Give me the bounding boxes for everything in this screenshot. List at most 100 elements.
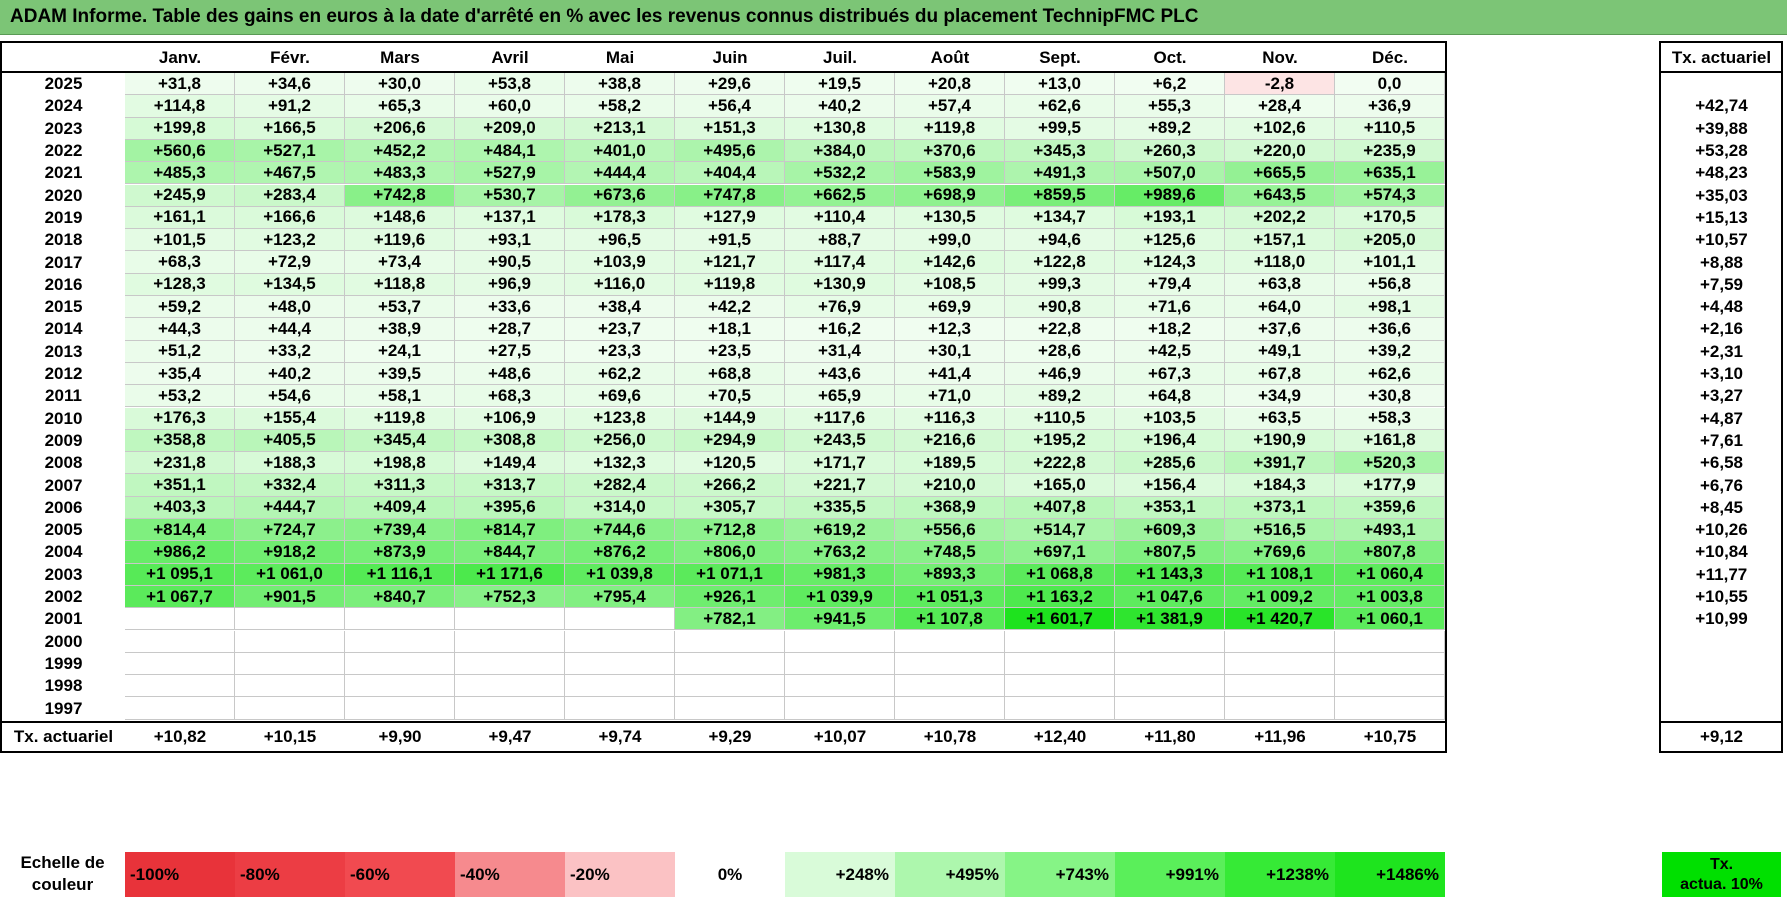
- gain-cell: +16,2: [785, 318, 895, 341]
- gain-cell: +527,9: [455, 162, 565, 185]
- gain-cell: +195,2: [1005, 429, 1115, 453]
- gain-cell: +101,5: [125, 229, 235, 252]
- annual-rate-cell: +4,48: [1699, 297, 1743, 317]
- year-label: 2014: [44, 319, 83, 339]
- gain-cell: +20,8: [895, 73, 1005, 96]
- gain-cell: +91,2: [235, 95, 345, 118]
- gain-cell: +123,8: [565, 407, 675, 430]
- gain-cell: +102,6: [1225, 117, 1335, 140]
- gain-cell: [125, 630, 235, 653]
- footer-label: Tx. actuariel: [13, 726, 114, 746]
- gain-cell: [785, 630, 895, 653]
- gain-cell: +491,3: [1005, 162, 1115, 185]
- gain-cell: +1 171,6: [455, 563, 565, 586]
- color-scale-swatch: +1486%: [1335, 852, 1445, 897]
- gain-cell: +90,8: [1005, 296, 1115, 319]
- gain-cell: [125, 652, 235, 676]
- gain-cell: +407,8: [1005, 496, 1115, 519]
- gain-cell: [345, 630, 455, 653]
- gain-cell: +149,4: [455, 452, 565, 475]
- gain-cell: +373,1: [1225, 496, 1335, 519]
- gain-cell: +40,2: [785, 95, 895, 118]
- color-scale-swatch: +991%: [1115, 852, 1225, 897]
- gain-cell: +285,6: [1115, 452, 1225, 475]
- gain-cell: +30,0: [345, 73, 455, 96]
- gain-cell: +41,4: [895, 362, 1005, 386]
- year-label: 2016: [44, 274, 83, 294]
- annual-rate-cell: [1662, 653, 1781, 675]
- gain-cell: +1 009,2: [1225, 585, 1335, 609]
- gain-cell: +739,4: [345, 519, 455, 542]
- footer-rate-cell: +10,78: [923, 726, 977, 746]
- gain-cell: +806,0: [675, 541, 785, 564]
- color-scale-label-line2: couleur: [31, 875, 94, 894]
- gain-cell: +782,1: [675, 608, 785, 631]
- gain-cell: +989,6: [1115, 184, 1225, 207]
- gain-cell: +122,8: [1005, 251, 1115, 274]
- gain-cell: +64,8: [1115, 385, 1225, 408]
- color-scale-swatch: +1238%: [1225, 852, 1335, 897]
- gain-cell: +495,6: [675, 139, 785, 163]
- gain-cell: +67,3: [1115, 362, 1225, 386]
- gain-cell: +345,4: [345, 429, 455, 453]
- gain-cell: +70,5: [675, 385, 785, 408]
- gain-cell: +918,2: [235, 541, 345, 564]
- gain-cell: [455, 608, 565, 631]
- gain-cell: +520,3: [1335, 452, 1445, 475]
- gain-cell: +68,3: [455, 385, 565, 408]
- gain-cell: [1005, 630, 1115, 653]
- gain-cell: [565, 697, 675, 720]
- gain-cell: +170,5: [1335, 206, 1445, 230]
- gain-cell: +51,2: [125, 340, 235, 363]
- gain-cell: +1 060,1: [1335, 608, 1445, 631]
- gain-cell: [1225, 652, 1335, 676]
- gain-cell: +18,2: [1115, 318, 1225, 341]
- gain-cell: +1 143,3: [1115, 563, 1225, 586]
- gain-cell: +30,1: [895, 340, 1005, 363]
- gain-cell: +67,8: [1225, 362, 1335, 386]
- gain-cell: +130,8: [785, 117, 895, 140]
- gain-cell: +763,2: [785, 541, 895, 564]
- year-label: 2006: [44, 497, 83, 517]
- gain-cell: +12,3: [895, 318, 1005, 341]
- gain-cell: +530,7: [455, 184, 565, 207]
- gain-cell: +58,3: [1335, 407, 1445, 430]
- gain-cell: +283,4: [235, 184, 345, 207]
- year-label: 2022: [44, 141, 83, 161]
- gain-cell: +986,2: [125, 541, 235, 564]
- gain-cell: [675, 697, 785, 720]
- gain-cell: +101,1: [1335, 251, 1445, 274]
- report-title-bar: ADAM Informe. Table des gains en euros à…: [0, 0, 1787, 35]
- gain-cell: +560,6: [125, 139, 235, 163]
- gain-cell: +311,3: [345, 474, 455, 497]
- gain-cell: +65,9: [785, 385, 895, 408]
- gain-cell: +216,6: [895, 429, 1005, 453]
- gain-cell: +18,1: [675, 318, 785, 341]
- gain-cell: [455, 652, 565, 676]
- annual-rate-cell: +4,87: [1699, 408, 1743, 428]
- color-scale-swatch: -80%: [235, 852, 345, 897]
- gain-cell: +39,5: [345, 362, 455, 386]
- footer-rate-cell: +9,90: [378, 726, 422, 746]
- gain-cell: +345,3: [1005, 139, 1115, 163]
- gain-cell: +673,6: [565, 184, 675, 207]
- month-header: Janv.: [158, 48, 202, 67]
- gain-cell: [345, 697, 455, 720]
- gain-cell: +527,1: [235, 139, 345, 163]
- gain-cell: +118,8: [345, 273, 455, 296]
- gain-cell: +29,6: [675, 73, 785, 96]
- footer-rate-cell: +10,75: [1363, 726, 1417, 746]
- color-scale-swatch: +248%: [785, 852, 895, 897]
- gain-cell: +48,6: [455, 362, 565, 386]
- gain-cell: [565, 630, 675, 653]
- gain-cell: +55,3: [1115, 95, 1225, 118]
- annual-rate-cell: +53,28: [1695, 141, 1748, 161]
- gain-cell: +556,6: [895, 519, 1005, 542]
- month-header: Nov.: [1262, 48, 1298, 67]
- annual-rate-cell: +11,77: [1695, 564, 1748, 584]
- gain-cell: +1 051,3: [895, 585, 1005, 609]
- gain-cell: +1 381,9: [1115, 608, 1225, 631]
- year-label: 2003: [44, 564, 83, 584]
- gain-cell: +493,1: [1335, 519, 1445, 542]
- year-label: 1997: [44, 698, 83, 718]
